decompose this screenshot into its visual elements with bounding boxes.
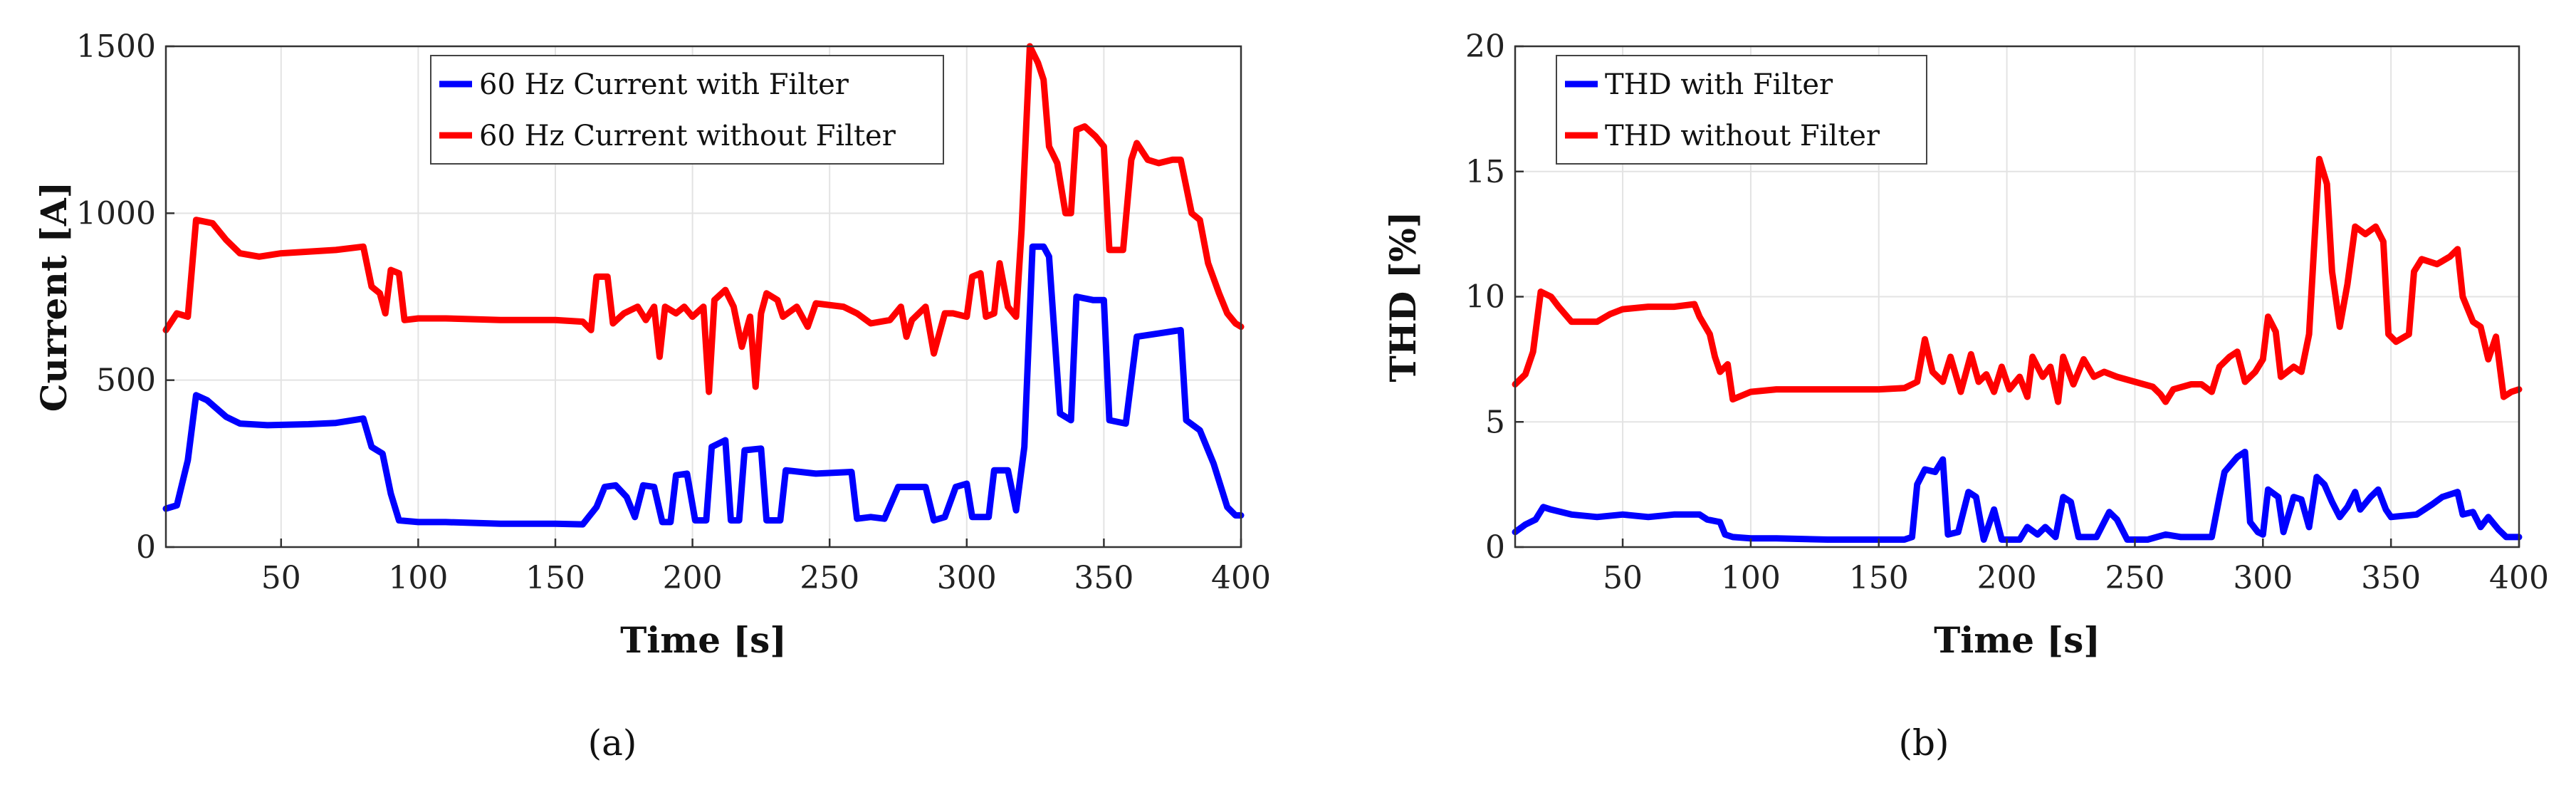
- plot-frame: [164, 45, 1242, 549]
- series-line-with-filter: [1512, 448, 2523, 543]
- y-tick-label: 15: [1465, 154, 1505, 190]
- series-line-without-filter: [162, 43, 1245, 395]
- legend: THD with Filter THD without Filter: [1556, 55, 1927, 165]
- x-tick-label: 300: [937, 560, 997, 596]
- x-tick-label: 400: [1211, 560, 1271, 596]
- legend-label-with-filter: 60 Hz Current with Filter: [479, 68, 849, 101]
- y-tick-label: 500: [96, 363, 156, 399]
- panel-caption: (a): [588, 722, 637, 764]
- y-tick-label: 0: [1485, 529, 1505, 566]
- x-tick-label: 300: [2233, 560, 2293, 596]
- chart-a: 50 100 150 200 250 300 350 400 0 500 1000 1500 Time …: [33, 28, 1271, 764]
- y-tick-label: 0: [136, 529, 156, 566]
- y-tick-label: 20: [1465, 28, 1505, 65]
- y-tick-label: 1000: [76, 195, 156, 232]
- x-tick-label: 200: [1977, 560, 2037, 596]
- x-tick-label: 400: [2489, 560, 2549, 596]
- series-line-without-filter: [1512, 155, 2523, 405]
- chart-b: 50 100 150 200 250 300 350 400 0 5 10 15 20 Time [s] T…: [1382, 28, 2549, 764]
- legend-label-without-filter: 60 Hz Current without Filter: [479, 120, 896, 152]
- y-tick-label: 5: [1485, 404, 1505, 440]
- x-tick-label: 350: [1074, 560, 1133, 596]
- x-tick-label: 100: [1721, 560, 1781, 596]
- legend-label-with-filter: THD with Filter: [1605, 68, 1833, 101]
- x-axis-label: Time [s]: [620, 619, 787, 661]
- x-tick-label: 250: [800, 560, 859, 596]
- y-axis-label: Current [A]: [33, 182, 75, 412]
- x-tick-label: 200: [663, 560, 723, 596]
- legend-box: [430, 55, 944, 165]
- x-tick-label: 100: [388, 560, 448, 596]
- legend: 60 Hz Current with Filter 60 Hz Current w…: [430, 55, 944, 165]
- x-tick-label: 250: [2105, 560, 2164, 596]
- x-tick-label: 150: [1849, 560, 1909, 596]
- legend-label-without-filter: THD without Filter: [1605, 120, 1880, 152]
- y-tick-label: 1500: [76, 28, 156, 65]
- x-tick-label: 350: [2361, 560, 2421, 596]
- x-tick-label: 50: [261, 560, 301, 596]
- x-tick-label: 50: [1603, 560, 1643, 596]
- x-tick-label: 150: [525, 560, 585, 596]
- series-line-with-filter: [162, 243, 1245, 528]
- legend-box: [1556, 55, 1927, 165]
- x-axis-label: Time [s]: [1934, 619, 2100, 661]
- y-tick-label: 10: [1465, 279, 1505, 316]
- panel-caption: (b): [1898, 722, 1949, 764]
- y-axis-label: THD [%]: [1382, 211, 1424, 382]
